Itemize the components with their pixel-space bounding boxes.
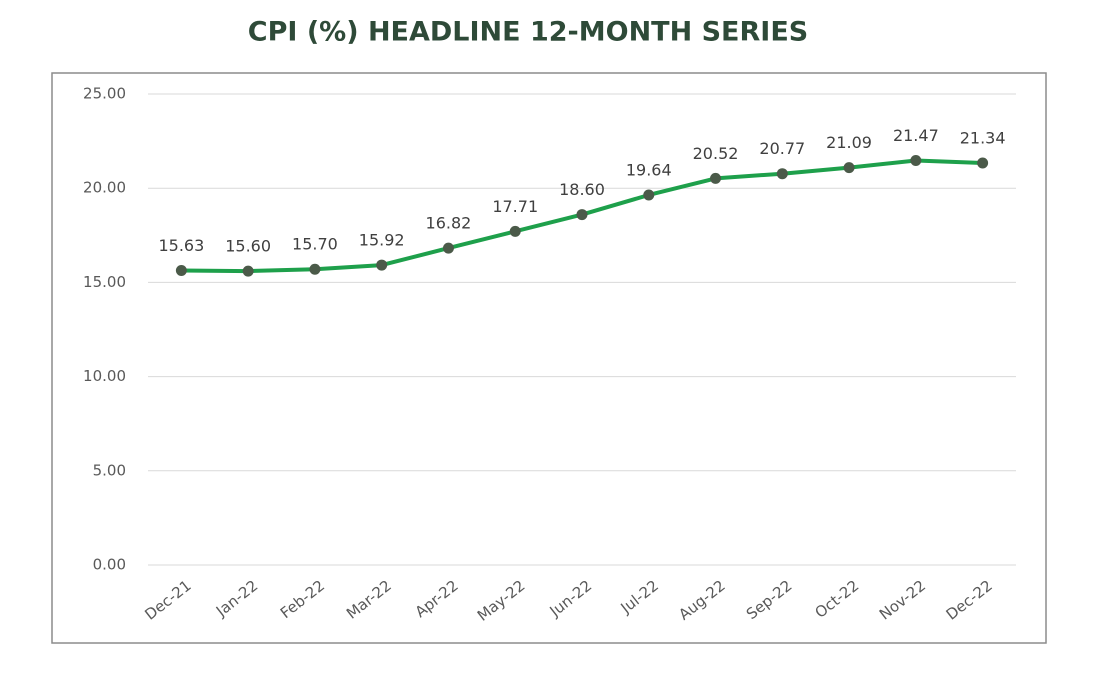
- x-tick-label: Jan-22: [212, 577, 261, 621]
- x-tick-label: Aug-22: [675, 577, 728, 624]
- data-label: 15.63: [158, 236, 204, 255]
- x-tick-label: Dec-22: [943, 577, 996, 624]
- data-label: 21.09: [826, 133, 872, 152]
- x-tick-label: Feb-22: [277, 577, 328, 623]
- y-tick-label: 10.00: [83, 367, 126, 385]
- marker: [643, 189, 655, 201]
- data-label: 15.70: [292, 235, 338, 254]
- x-tick-label: Sep-22: [743, 577, 796, 624]
- y-tick-label: 20.00: [83, 179, 126, 197]
- x-tick-label: Dec-21: [141, 577, 194, 624]
- data-label: 15.60: [225, 237, 271, 256]
- marker: [843, 162, 855, 174]
- x-tick-label: Jul-22: [617, 577, 662, 618]
- marker: [710, 172, 722, 184]
- x-tick-label: Jun-22: [546, 577, 596, 621]
- y-tick-label: 5.00: [93, 461, 126, 479]
- x-tick-label: Mar-22: [343, 577, 395, 623]
- marker: [376, 259, 388, 271]
- x-tick-label: May-22: [474, 577, 529, 625]
- data-label: 18.60: [559, 180, 605, 199]
- marker: [910, 155, 922, 167]
- data-label: 20.77: [759, 139, 805, 158]
- data-label: 15.92: [359, 231, 405, 250]
- marker: [242, 265, 254, 277]
- marker: [776, 168, 788, 180]
- y-tick-label: 0.00: [93, 556, 126, 574]
- marker: [442, 242, 454, 254]
- data-label: 19.64: [626, 160, 672, 179]
- chart-title: CPI (%) HEADLINE 12-MONTH SERIES: [248, 17, 808, 48]
- x-tick-label: Apr-22: [412, 577, 462, 622]
- x-tick-label: Oct-22: [811, 577, 862, 622]
- data-label: 16.82: [426, 214, 472, 233]
- marker: [509, 225, 521, 237]
- x-tick-label: Nov-22: [876, 577, 929, 624]
- data-label: 20.52: [693, 144, 739, 163]
- marker: [576, 209, 588, 221]
- data-label: 17.71: [492, 197, 538, 216]
- marker: [977, 157, 989, 169]
- chart-frame: [51, 72, 1047, 644]
- marker: [175, 265, 187, 277]
- y-tick-label: 25.00: [83, 85, 126, 103]
- marker: [309, 263, 321, 275]
- y-tick-label: 15.00: [83, 273, 126, 291]
- data-label: 21.34: [960, 128, 1006, 147]
- data-label: 21.47: [893, 126, 939, 145]
